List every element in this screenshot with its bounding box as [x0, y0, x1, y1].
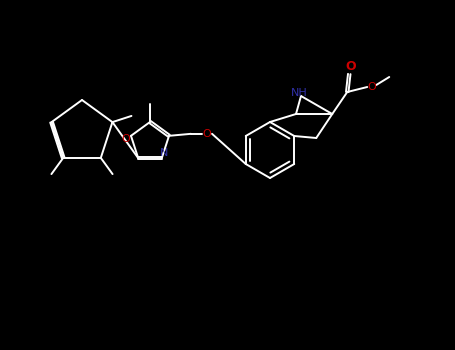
Text: O: O	[121, 134, 130, 144]
Text: N: N	[160, 148, 168, 158]
Text: NH: NH	[291, 88, 308, 98]
Text: O: O	[345, 61, 355, 74]
Text: O: O	[368, 82, 377, 92]
Text: O: O	[202, 129, 212, 139]
